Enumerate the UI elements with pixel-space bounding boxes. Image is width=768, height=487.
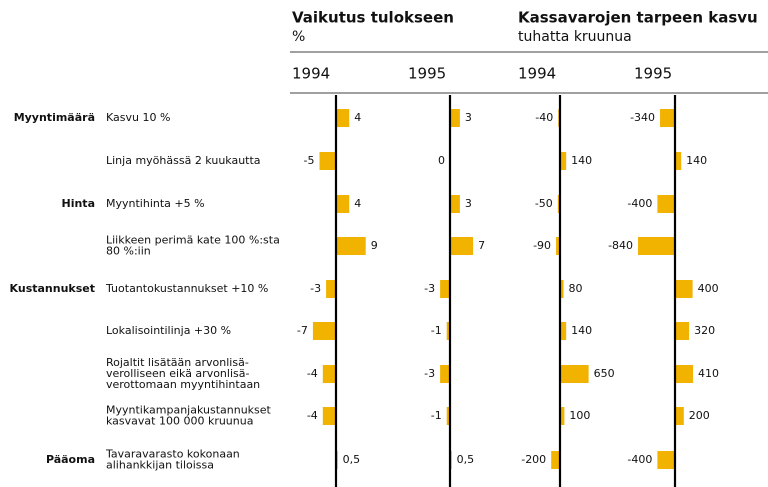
- group-title: Kassavarojen tarpeen kasvu: [518, 9, 758, 27]
- value-label: 400: [698, 282, 719, 295]
- column-year: 1995: [634, 65, 672, 83]
- row-label: Myyntikampanjakustannukset: [106, 404, 272, 417]
- value-label: 0,5: [343, 453, 361, 466]
- value-label: 320: [694, 324, 715, 337]
- bar: [675, 322, 690, 340]
- bar: [312, 322, 336, 340]
- row-label: alihankkijan tiloissa: [106, 459, 214, 472]
- value-label: -3: [424, 282, 435, 295]
- row-label: Kasvu 10 %: [106, 111, 170, 124]
- bar: [446, 407, 450, 425]
- row-label: Liikkeen perimä kate 100 %:sta: [106, 234, 280, 247]
- value-label: 4: [354, 197, 361, 210]
- row-category: Hinta: [62, 197, 96, 210]
- bar: [560, 365, 589, 383]
- bar: [560, 152, 567, 170]
- bar: [551, 451, 560, 469]
- bar: [560, 322, 567, 340]
- bar: [319, 152, 336, 170]
- row-category: Myyntimäärä: [14, 111, 95, 124]
- bar: [450, 109, 460, 127]
- bar: [440, 365, 450, 383]
- group-unit: tuhatta kruunua: [518, 29, 632, 45]
- row-label: Rojaltit lisätään arvonlisä-: [106, 356, 249, 369]
- value-label: -400: [627, 453, 652, 466]
- column-year: 1995: [408, 65, 446, 83]
- row-label: kasvavat 100 000 kruunua: [106, 415, 253, 428]
- value-label: -4: [307, 367, 318, 380]
- value-label: 100: [569, 409, 590, 422]
- row-label: verolliseen eikä arvonlisä-: [106, 367, 249, 380]
- value-label: -340: [630, 111, 655, 124]
- bar: [660, 109, 675, 127]
- value-label: -5: [304, 154, 315, 167]
- bar: [560, 280, 564, 298]
- value-label: 9: [371, 239, 378, 252]
- value-label: 0: [438, 154, 445, 167]
- value-label: -200: [521, 453, 546, 466]
- value-label: 140: [686, 154, 707, 167]
- value-label: 140: [571, 154, 592, 167]
- value-label: -3: [310, 282, 321, 295]
- bar: [556, 237, 560, 255]
- group-title: Vaikutus tulokseen: [292, 9, 454, 27]
- value-label: 4: [354, 111, 361, 124]
- value-label: -50: [535, 197, 553, 210]
- value-label: 410: [698, 367, 719, 380]
- value-label: -7: [297, 324, 308, 337]
- group-unit: %: [292, 29, 305, 45]
- bar: [322, 407, 336, 425]
- row-label: Tavaravarasto kokonaan: [105, 448, 240, 461]
- value-label: -3: [424, 367, 435, 380]
- row-category: Kustannukset: [10, 282, 95, 295]
- value-label: 140: [571, 324, 592, 337]
- row-label: Myyntihinta +5 %: [106, 197, 205, 210]
- bar: [326, 280, 336, 298]
- value-label: 3: [465, 197, 472, 210]
- column-year: 1994: [518, 65, 556, 83]
- value-label: -4: [307, 409, 318, 422]
- value-label: -40: [535, 111, 553, 124]
- value-label: -400: [627, 197, 652, 210]
- bar: [657, 451, 675, 469]
- value-label: -1: [431, 324, 442, 337]
- row-label: verottomaan myyntihintaan: [106, 378, 260, 391]
- bar: [675, 407, 684, 425]
- value-label: -90: [533, 239, 551, 252]
- bar: [336, 195, 350, 213]
- row-label: 80 %:iin: [106, 245, 151, 258]
- bar: [560, 407, 565, 425]
- value-label: 0,5: [457, 453, 475, 466]
- row-label: Linja myöhässä 2 kuukautta: [106, 154, 261, 167]
- bar: [336, 109, 350, 127]
- bar: [450, 237, 474, 255]
- value-label: 650: [594, 367, 615, 380]
- row-label: Lokalisointilinja +30 %: [106, 324, 231, 337]
- bar: [450, 195, 460, 213]
- row-category: Pääoma: [46, 453, 95, 466]
- value-label: 80: [569, 282, 583, 295]
- bar: [446, 322, 450, 340]
- bar: [322, 365, 336, 383]
- column-year: 1994: [292, 65, 330, 83]
- bar: [657, 195, 675, 213]
- value-label: -840: [608, 239, 633, 252]
- value-label: -1: [431, 409, 442, 422]
- bar: [675, 152, 682, 170]
- bar: [336, 237, 366, 255]
- bar: [638, 237, 675, 255]
- value-label: 200: [689, 409, 710, 422]
- bar: [440, 280, 450, 298]
- value-label: 3: [465, 111, 472, 124]
- row-label: Tuotantokustannukset +10 %: [105, 282, 268, 295]
- value-label: 7: [478, 239, 485, 252]
- bar: [675, 280, 693, 298]
- bar: [675, 365, 694, 383]
